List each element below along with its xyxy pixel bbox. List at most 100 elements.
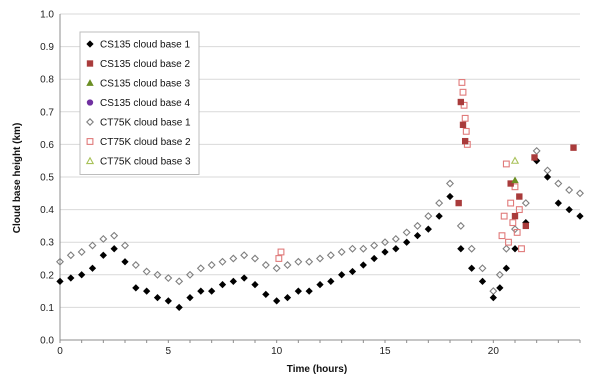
data-point (110, 231, 119, 240)
data-point (262, 290, 270, 298)
data-point (457, 98, 465, 106)
data-point (446, 179, 454, 188)
legend-marker (86, 60, 94, 67)
data-point (370, 241, 379, 250)
legend-marker (86, 99, 94, 106)
data-point (240, 274, 248, 282)
data-point (576, 189, 584, 198)
data-point (142, 267, 151, 276)
data-point (359, 261, 367, 269)
data-point (316, 254, 324, 263)
data-point (456, 221, 465, 230)
data-point (413, 221, 422, 230)
data-point (56, 257, 64, 266)
data-point (502, 160, 510, 168)
x-axis-title: Time (hours) (287, 364, 347, 375)
data-point (294, 257, 303, 266)
x-tick-label: 15 (379, 346, 391, 357)
legend: CS135 cloud base 1 CS135 cloud base 2 CS13… (79, 31, 200, 175)
data-point (273, 297, 281, 305)
data-point (229, 254, 238, 263)
data-point (455, 199, 462, 207)
data-point (502, 244, 511, 253)
series-cs135-cloud-base-1 (56, 157, 584, 312)
data-point (275, 255, 283, 262)
data-point (143, 287, 151, 295)
data-point (543, 173, 552, 181)
data-point (175, 277, 184, 286)
legend-label: CT75K cloud base 2 (100, 137, 191, 148)
y-tick-label: 0.8 (40, 75, 54, 86)
data-point (78, 271, 86, 279)
data-point (218, 280, 227, 289)
data-point (403, 238, 411, 246)
data-point (507, 199, 515, 207)
data-point (515, 206, 523, 214)
data-point (251, 280, 259, 289)
data-point (489, 293, 497, 302)
data-point (554, 179, 563, 188)
y-tick-label: 0.3 (40, 238, 54, 249)
data-point (305, 287, 313, 295)
legend-marker (86, 40, 94, 48)
data-point (511, 183, 519, 191)
tick-labels: 0.0 0.1 0.2 0.3 0.4 0.5 0.6 0.7 0.8 0.9 1.0 0 5 10 15 2… (40, 10, 499, 358)
y-tick-label: 1.0 (40, 10, 54, 21)
data-point (570, 144, 577, 151)
data-point (402, 228, 411, 237)
data-point (164, 274, 173, 283)
data-point (435, 199, 444, 208)
data-point (496, 284, 504, 292)
data-point (359, 244, 368, 253)
data-point (510, 156, 520, 164)
data-point (511, 212, 519, 220)
data-point (457, 245, 465, 253)
y-axis-title: Cloud base height (km) (12, 123, 23, 234)
legend-label: CS135 cloud base 2 (100, 59, 191, 70)
y-tick-label: 0.2 (40, 270, 54, 281)
data-point (327, 277, 335, 285)
data-point (164, 297, 172, 305)
data-point (88, 241, 97, 250)
data-point (435, 212, 443, 220)
data-point (459, 121, 467, 129)
data-point (110, 245, 118, 253)
data-point (509, 219, 517, 227)
data-point (461, 137, 469, 145)
data-point (77, 248, 86, 256)
data-point (424, 225, 432, 233)
series-ct75k-cloud-base-3 (510, 156, 520, 164)
data-point (554, 199, 562, 207)
data-point (565, 186, 574, 195)
data-point (283, 261, 292, 269)
legend-marker (86, 138, 94, 145)
series-cs135-cloud-base-2 (455, 98, 577, 230)
data-point (462, 127, 470, 135)
data-point (251, 254, 259, 263)
data-point (66, 251, 75, 260)
data-point (424, 212, 433, 221)
data-point (294, 287, 302, 295)
y-tick-label: 0.7 (40, 107, 54, 118)
data-point (532, 146, 541, 155)
data-point (507, 180, 514, 187)
data-point (88, 264, 97, 272)
data-point (218, 257, 227, 266)
data-point (381, 248, 389, 256)
data-point (446, 192, 454, 201)
data-point (186, 270, 194, 279)
data-point (459, 88, 467, 96)
data-point (229, 277, 237, 285)
legend-marker (86, 118, 94, 126)
data-point (370, 254, 378, 263)
data-point (478, 277, 487, 285)
data-point (511, 225, 519, 234)
x-tick-label: 5 (166, 346, 172, 357)
data-point (500, 212, 508, 220)
series-ct75k-cloud-base-2 (275, 79, 525, 262)
data-point (348, 244, 357, 253)
data-point (277, 248, 285, 256)
data-point (99, 251, 107, 259)
data-point (305, 257, 314, 266)
